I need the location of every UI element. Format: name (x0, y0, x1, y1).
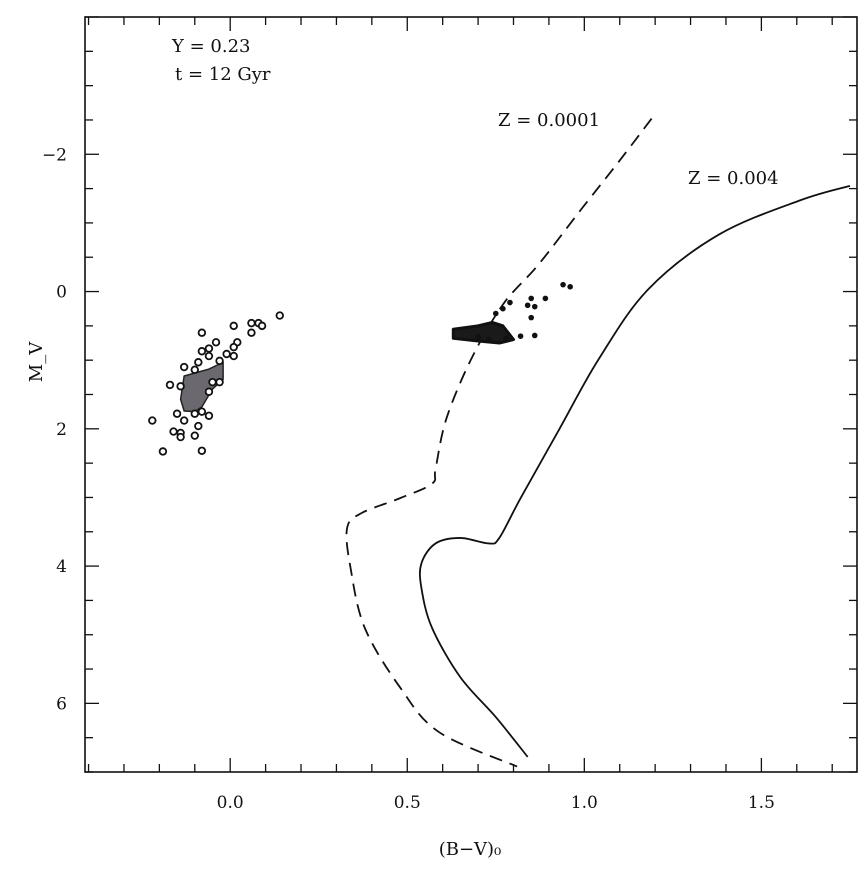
blue-hb-star-point (197, 347, 207, 356)
red-hb-star-point (517, 333, 524, 339)
axis-ticks: 0.0 0.5 1.0 1.5 −2 0 2 4 6 (42, 16, 857, 813)
blue-hb-star-point (229, 351, 238, 361)
blue-hb-star-point (158, 447, 168, 456)
blue-hb-star-point (222, 349, 231, 359)
blue-hb-star-point (194, 421, 203, 431)
red-hb-star-point (528, 295, 535, 302)
blue-hb-star-point (211, 338, 221, 347)
blue-hb-star-point (204, 387, 214, 396)
red-hb-star-point (542, 295, 549, 302)
blue-hb-star-point (190, 365, 199, 374)
x-tick-label: 1.5 (748, 793, 775, 813)
label-z-0.0001: Z = 0.0001 (498, 110, 600, 131)
blue-hb-star-point (190, 409, 199, 418)
blue-hb-star-point (208, 377, 217, 387)
blue-hb-star-point (197, 407, 207, 416)
blue-hb-star-point (215, 356, 224, 366)
y-tick-label: −2 (42, 145, 67, 165)
x-axis-label: (B−V)₀ (439, 839, 502, 860)
blue-hb-star-point (197, 446, 207, 455)
blue-hb-star-point (204, 344, 214, 353)
red-hb-star-point (500, 305, 506, 312)
blue-hb-density-region (179, 361, 224, 413)
blue-hb-star-point (165, 380, 175, 390)
blue-hb-star-point (229, 321, 238, 331)
blue-hb-star-point (247, 318, 256, 328)
blue-hb-star-point (275, 311, 284, 320)
blue-hb-star-point (257, 321, 267, 331)
y-axis-label: M_V (26, 341, 47, 382)
blue-hb-star-point (215, 377, 224, 387)
x-tick-label: 0.0 (217, 793, 244, 813)
isochrone-line-Z=0.0001 (345, 118, 653, 768)
red-hb-star-point (528, 314, 535, 321)
blue-hb-star-point (190, 431, 199, 440)
label-z-0.004: Z = 0.004 (688, 168, 779, 189)
y-tick-label: 2 (56, 420, 67, 440)
x-tick-label: 0.5 (394, 793, 421, 813)
blue-hb-star-point (172, 409, 182, 418)
x-tick-label: 1.0 (571, 793, 598, 813)
y-tick-label: 6 (56, 694, 67, 714)
red-hb-star-point (492, 310, 499, 317)
red-hb-star-point (507, 299, 513, 306)
blue-hb-star-point (229, 342, 238, 352)
red-hb-star-point (560, 281, 566, 288)
y-tick-label: 0 (56, 283, 67, 303)
blue-hb-star-point (148, 416, 157, 425)
red-hb-density-region (451, 320, 515, 345)
annotation-age: t = 12 Gyr (175, 64, 271, 85)
blue-hb-star-point (194, 358, 203, 367)
blue-hb-star-point (169, 427, 178, 436)
red-hb-star-point (531, 303, 538, 310)
blue-hb-star-point (204, 351, 214, 361)
blue-hb-star-point (197, 328, 207, 337)
red-hb-star-point (524, 302, 531, 309)
blue-hb-star-point (204, 411, 214, 420)
blue-hb-star-point (176, 382, 185, 391)
y-tick-label: 4 (56, 557, 67, 577)
blue-hb-star-point (179, 416, 189, 425)
red-hb-star-point (485, 336, 492, 343)
red-hb-star-point (531, 332, 538, 339)
blue-hb-star-point (176, 432, 185, 442)
isochrone-line-Z=0.004 (418, 184, 851, 758)
blue-hb-star-point (179, 362, 189, 372)
plot-marks (148, 118, 851, 768)
red-hb-star-point (567, 283, 573, 290)
annotation-helium: Y = 0.23 (171, 36, 251, 57)
red-hb-star-point (475, 334, 481, 340)
red-hb-star-point (503, 335, 510, 342)
blue-hb-star-point (247, 328, 256, 337)
